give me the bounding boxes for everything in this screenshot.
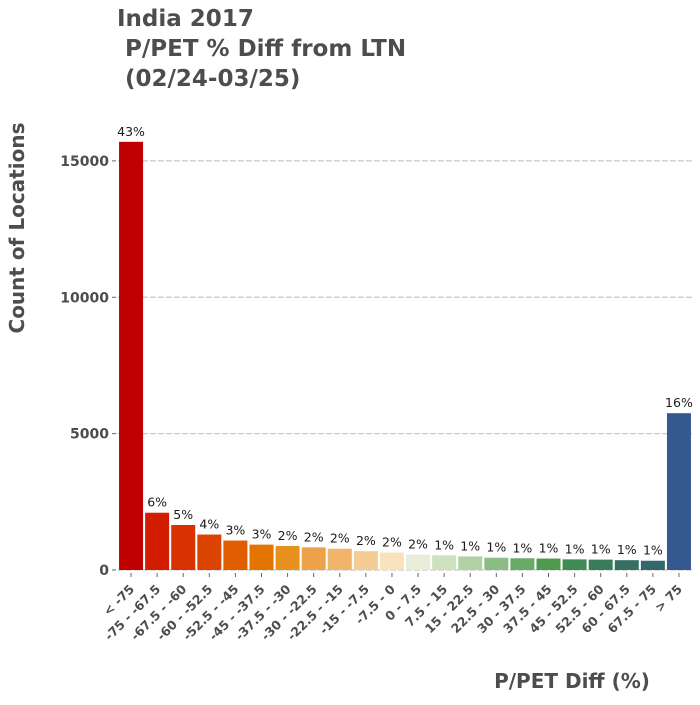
bar xyxy=(562,559,587,570)
bar-value-label: 1% xyxy=(434,537,454,552)
x-tick-label: > 75 xyxy=(652,582,685,615)
bar xyxy=(223,540,248,570)
y-tick-label: 15000 xyxy=(60,154,109,170)
bar xyxy=(536,558,561,570)
bar-value-label: 1% xyxy=(486,540,506,555)
y-tick-label: 10000 xyxy=(60,290,109,306)
chart-title-line-2: P/PET % Diff from LTN xyxy=(117,36,406,62)
bar xyxy=(275,546,300,570)
bar-value-label: 1% xyxy=(565,541,585,556)
bar-value-label: 16% xyxy=(665,395,693,410)
bar-value-label: 2% xyxy=(304,529,324,544)
bar xyxy=(249,544,274,570)
bar xyxy=(327,548,352,570)
bar-value-label: 3% xyxy=(225,523,245,538)
bar xyxy=(171,525,196,570)
bar xyxy=(640,560,665,570)
bar-value-label: 4% xyxy=(199,517,219,532)
bar-value-label: 2% xyxy=(330,531,350,546)
x-axis-title: P/PET Diff (%) xyxy=(494,669,650,693)
bar xyxy=(432,555,457,570)
bar-value-label: 43% xyxy=(117,124,145,139)
bar-value-label: 2% xyxy=(382,535,402,550)
bar-value-label: 6% xyxy=(147,495,167,510)
bar xyxy=(353,551,378,570)
bar-value-label: 1% xyxy=(512,540,532,555)
bar xyxy=(301,547,326,570)
bar-value-label: 1% xyxy=(617,542,637,557)
bar xyxy=(145,512,170,570)
chart-title-line-3: (02/24-03/25) xyxy=(117,66,300,92)
bar xyxy=(119,141,144,570)
bar-value-label: 5% xyxy=(173,507,193,522)
bar-value-label: 2% xyxy=(356,533,376,548)
bar xyxy=(588,559,613,570)
bar-labels: 43% 6% 5% 4% 3% 3% 2% 2% 2% 2% 2% 2% 1% 1% 1% 1% 1% 1% 1% 1… xyxy=(117,124,693,558)
bar-value-label: 1% xyxy=(643,543,663,558)
bar-value-label: 1% xyxy=(460,538,480,553)
bar xyxy=(614,560,639,570)
gridlines xyxy=(118,160,692,571)
chart-title: India 2017 P/PET % Diff from LTN (02/24-… xyxy=(117,6,406,92)
bar-value-label: 2% xyxy=(408,536,428,551)
y-tick-label: 0 xyxy=(99,563,109,579)
chart-title-line-1: India 2017 xyxy=(117,6,254,32)
bar xyxy=(510,558,535,570)
bar xyxy=(484,557,509,570)
bar xyxy=(458,556,483,570)
bar xyxy=(197,534,222,570)
bar-value-label: 3% xyxy=(252,527,272,542)
y-axis-ticks: 0 5000 10000 15000 xyxy=(60,154,116,579)
bar-value-label: 1% xyxy=(539,541,559,556)
bar xyxy=(666,413,691,570)
bar-value-label: 2% xyxy=(278,528,298,543)
bar xyxy=(406,554,431,570)
bar-value-label: 1% xyxy=(591,542,611,557)
y-axis-title: Count of Locations xyxy=(5,123,29,334)
y-tick-label: 5000 xyxy=(70,427,109,443)
bar xyxy=(379,552,404,570)
bars xyxy=(119,141,691,570)
x-axis-ticks: < -75-75 - -67.5-67.5 - -60-60 - -52.5-5… xyxy=(100,573,685,643)
